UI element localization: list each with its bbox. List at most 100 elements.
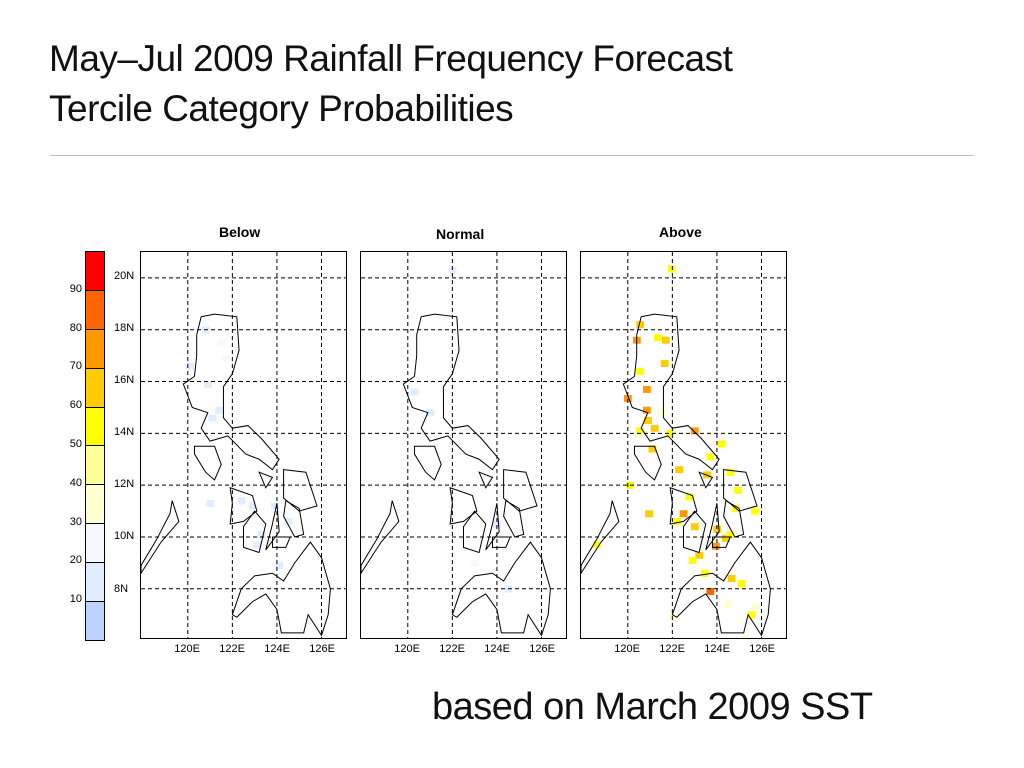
probability-cell <box>650 424 659 432</box>
coastline <box>183 314 279 469</box>
probability-cell <box>700 569 709 577</box>
probability-cell <box>592 541 601 549</box>
panel-title-below: Below <box>219 224 261 240</box>
probability-cell <box>636 427 645 435</box>
coastline <box>272 537 290 547</box>
map-panel-above <box>580 251 787 639</box>
probability-cell <box>688 556 697 564</box>
probability-cell <box>470 559 479 567</box>
coastline <box>699 472 712 488</box>
probability-cell <box>217 339 226 347</box>
probability-cell <box>727 575 736 583</box>
lat-label: 18N <box>114 322 135 335</box>
probability-cell <box>712 542 720 550</box>
colorbar-bin <box>86 367 104 407</box>
probability-cell <box>642 385 651 393</box>
lat-label: 16N <box>114 374 135 387</box>
colorbar-label: 20 <box>69 554 82 567</box>
probability-cell <box>237 497 246 505</box>
probability-cell <box>690 427 699 435</box>
colorbar-label: 80 <box>69 321 82 334</box>
probability-cell <box>636 367 645 375</box>
map-panel-below <box>140 251 347 639</box>
map-below <box>141 252 346 638</box>
coastline <box>232 542 330 635</box>
colorbar-label: 50 <box>69 438 82 450</box>
map-normal <box>361 252 566 638</box>
lon-label: 126E <box>529 643 555 655</box>
coastline <box>452 542 550 635</box>
probability-cell <box>657 409 666 417</box>
probability-cell <box>690 523 699 531</box>
lon-label: 124E <box>264 643 290 655</box>
coastline <box>581 501 619 574</box>
coastline <box>623 314 719 469</box>
coastline <box>141 501 179 574</box>
panel-title-normal: Normal <box>436 226 485 242</box>
slide-title-line2: Tercile Category Probabilities <box>49 88 514 129</box>
probability-cell <box>679 510 688 518</box>
coastline <box>724 501 744 537</box>
probability-cell <box>221 354 230 362</box>
coastline <box>194 446 221 480</box>
colorbar-bin <box>86 484 104 524</box>
probability-cell <box>740 634 749 638</box>
coastline <box>486 503 499 550</box>
probability-cell <box>726 531 735 539</box>
colorbar-bin <box>86 601 104 640</box>
probability-cell <box>257 531 266 539</box>
probability-cell <box>654 334 662 342</box>
probability-cell <box>253 541 261 549</box>
coastline <box>230 488 257 524</box>
coastline <box>266 503 279 550</box>
lat-label: 14N <box>114 426 135 439</box>
probability-cell <box>667 265 676 273</box>
colorbar-bin <box>86 289 104 329</box>
lon-label: 120E <box>174 643 200 655</box>
probability-cell <box>695 551 704 559</box>
colorbar-label: 40 <box>69 476 82 489</box>
lon-label: 126E <box>309 643 335 655</box>
coastline <box>492 537 510 547</box>
probability-cell <box>706 453 715 461</box>
probability-cell <box>270 502 279 510</box>
coastline <box>414 446 441 480</box>
colorbar-bin <box>86 251 104 290</box>
coastline <box>672 542 770 635</box>
probability-cell <box>726 468 735 476</box>
probability-cell <box>660 360 669 368</box>
probability-cell <box>204 380 212 388</box>
coastline <box>284 470 317 511</box>
probability-cell <box>645 510 653 518</box>
coastline <box>479 472 492 488</box>
colorbar-label: 10 <box>69 593 82 606</box>
coastline <box>670 488 697 524</box>
probability-cell <box>669 613 678 621</box>
probability-cell <box>248 502 257 510</box>
probability-cell <box>713 525 721 533</box>
probability-cell <box>410 388 419 396</box>
colorbar-label: 30 <box>69 515 82 528</box>
probability-cell <box>675 466 684 474</box>
probability-cell <box>751 603 759 611</box>
coastline <box>284 501 304 537</box>
colorbar-bin <box>86 328 104 368</box>
probability-cell <box>724 600 733 608</box>
probability-cell <box>661 336 670 344</box>
colorbar-label: 90 <box>69 282 82 295</box>
map-panel-normal <box>360 251 567 639</box>
probability-cell <box>644 417 652 425</box>
colorbar-bin <box>86 406 104 446</box>
lat-label: 10N <box>114 530 135 543</box>
coastline <box>504 470 537 511</box>
coastline <box>259 472 272 488</box>
probability-cell <box>208 414 217 422</box>
lat-label: 12N <box>114 478 135 491</box>
lon-label: 126E <box>749 643 775 655</box>
colorbar-bin <box>86 523 104 563</box>
probability-cell <box>648 445 657 453</box>
panel-title-above: Above <box>659 224 702 240</box>
colorbar-label: 60 <box>69 399 82 412</box>
probability-cell <box>448 266 457 274</box>
title-divider <box>50 155 973 156</box>
